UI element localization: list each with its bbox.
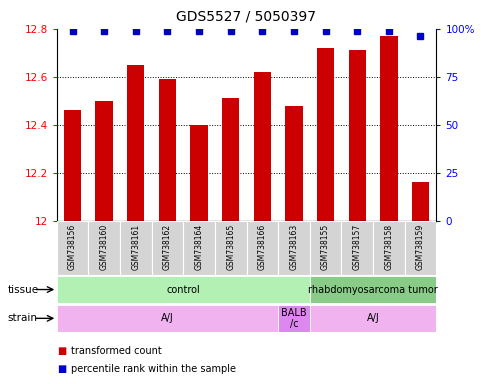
Bar — [310, 221, 341, 275]
Bar — [405, 221, 436, 275]
Text: GSM738158: GSM738158 — [385, 223, 393, 270]
Text: rhabdomyosarcoma tumor: rhabdomyosarcoma tumor — [308, 285, 438, 295]
Text: GSM738161: GSM738161 — [131, 223, 141, 270]
Text: strain: strain — [7, 313, 37, 323]
Bar — [57, 276, 310, 303]
Bar — [57, 305, 278, 332]
Text: GSM738155: GSM738155 — [321, 223, 330, 270]
Text: A/J: A/J — [367, 313, 380, 323]
Bar — [127, 65, 144, 221]
Bar — [278, 221, 310, 275]
Bar — [285, 106, 303, 221]
Bar — [183, 221, 215, 275]
Text: GSM738166: GSM738166 — [258, 223, 267, 270]
Text: percentile rank within the sample: percentile rank within the sample — [71, 364, 237, 374]
Bar — [317, 48, 334, 221]
Bar — [246, 221, 278, 275]
Text: ■: ■ — [57, 346, 66, 356]
Text: GSM738163: GSM738163 — [289, 223, 298, 270]
Bar — [310, 276, 436, 303]
Text: GSM738157: GSM738157 — [352, 223, 362, 270]
Text: GSM738165: GSM738165 — [226, 223, 235, 270]
Bar — [222, 98, 240, 221]
Text: BALB
/c: BALB /c — [281, 308, 307, 329]
Bar — [88, 221, 120, 275]
Bar — [120, 221, 152, 275]
Text: GDS5527 / 5050397: GDS5527 / 5050397 — [176, 10, 317, 23]
Text: A/J: A/J — [161, 313, 174, 323]
Bar — [253, 72, 271, 221]
Bar — [310, 305, 436, 332]
Bar — [215, 221, 246, 275]
Bar — [349, 50, 366, 221]
Bar — [373, 221, 405, 275]
Bar — [57, 221, 88, 275]
Bar — [159, 79, 176, 221]
Text: control: control — [166, 285, 200, 295]
Text: GSM738160: GSM738160 — [100, 223, 108, 270]
Text: GSM738164: GSM738164 — [195, 223, 204, 270]
Bar — [412, 182, 429, 221]
Bar — [64, 111, 81, 221]
Bar — [278, 305, 310, 332]
Text: GSM738162: GSM738162 — [163, 223, 172, 270]
Text: tissue: tissue — [7, 285, 38, 295]
Text: GSM738159: GSM738159 — [416, 223, 425, 270]
Bar — [341, 221, 373, 275]
Text: transformed count: transformed count — [71, 346, 162, 356]
Bar — [380, 36, 397, 221]
Bar — [190, 125, 208, 221]
Bar — [152, 221, 183, 275]
Text: GSM738156: GSM738156 — [68, 223, 77, 270]
Bar — [96, 101, 113, 221]
Text: ■: ■ — [57, 364, 66, 374]
